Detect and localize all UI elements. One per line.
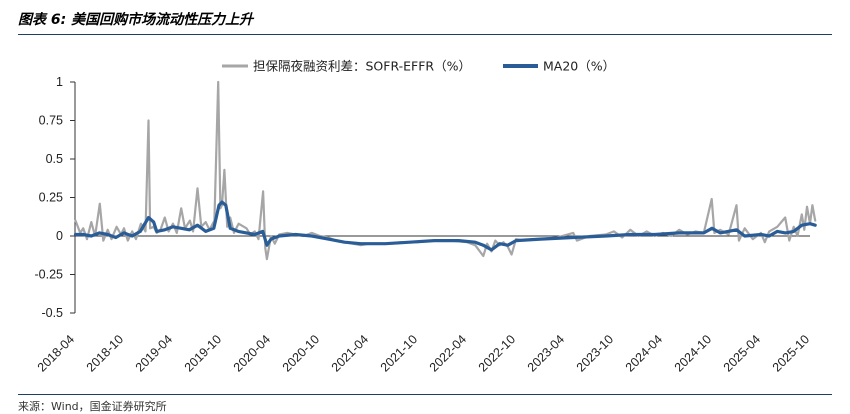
y-tick-label: 0.25: [39, 191, 63, 205]
x-tick-label: 2025-04: [721, 332, 763, 374]
x-tick-label: 2024-10: [672, 332, 714, 374]
x-tick-label: 2024-04: [623, 332, 665, 374]
y-axis: 1 0.75 0.5 0.25 0 -0.25 -0.5: [35, 75, 76, 320]
figure-title: 图表 6: 美国回购市场流动性压力上升: [18, 12, 254, 28]
x-tick-label: 2025-10: [770, 332, 812, 374]
line-chart: 担保隔夜融资利差：SOFR-EFFR（%） MA20（%） 1 0.75 0.5 0.2…: [35, 59, 817, 375]
series-layer: [73, 80, 817, 261]
x-tick-label: 2018-04: [35, 332, 77, 374]
y-tick-label: 0.75: [39, 114, 63, 128]
y-tick-label: 0.5: [46, 152, 63, 166]
source-note: 来源：Wind，国金证券研究所: [18, 400, 167, 413]
legend: 担保隔夜融资利差：SOFR-EFFR（%） MA20（%）: [222, 59, 615, 74]
y-tick-label: -0.5: [41, 306, 63, 320]
y-tick-label: 1: [56, 75, 63, 89]
source-divider: [18, 394, 832, 395]
x-tick-label: 2022-04: [427, 332, 469, 374]
series-line-ma20: [73, 200, 817, 252]
y-tick-label: -0.25: [35, 268, 64, 282]
y-tick-label: 0: [56, 229, 63, 243]
x-tick-label: 2020-10: [280, 332, 322, 374]
x-axis: 2018-04 2018-10 2019-04 2019-10 2020-04 2020-…: [35, 235, 812, 375]
legend-label-sofr-effr: 担保隔夜融资利差：SOFR-EFFR（%）: [253, 59, 471, 74]
x-tick-label: 2019-04: [133, 332, 175, 374]
legend-label-ma20: MA20（%）: [543, 59, 615, 74]
title-divider: [18, 34, 832, 35]
x-tick-label: 2021-10: [378, 332, 420, 374]
x-tick-label: 2018-10: [84, 332, 126, 374]
x-tick-label: 2019-10: [182, 332, 224, 374]
x-tick-label: 2023-10: [574, 332, 616, 374]
x-tick-label: 2020-04: [231, 332, 273, 374]
x-tick-label: 2022-10: [476, 332, 518, 374]
x-tick-label: 2023-04: [525, 332, 567, 374]
x-tick-label: 2021-04: [329, 332, 371, 374]
